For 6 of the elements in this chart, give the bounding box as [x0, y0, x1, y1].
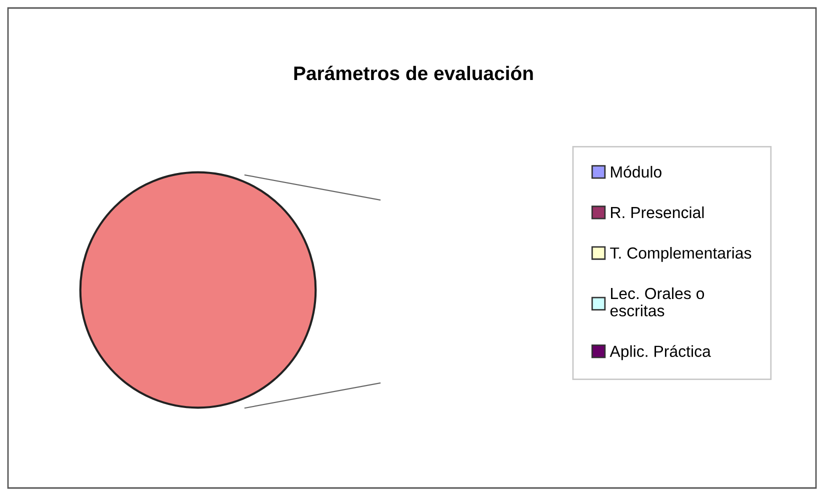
legend-label: T. Complementarias — [610, 246, 752, 262]
legend-label: Módulo — [611, 166, 662, 178]
legend-label: Lec. Orales o escritas — [610, 287, 704, 316]
chart-title: Parámetros de evaluación — [294, 66, 533, 80]
legend-label: Aplic. Práctica — [610, 345, 711, 360]
legend-label: R. Presencial — [611, 206, 704, 218]
